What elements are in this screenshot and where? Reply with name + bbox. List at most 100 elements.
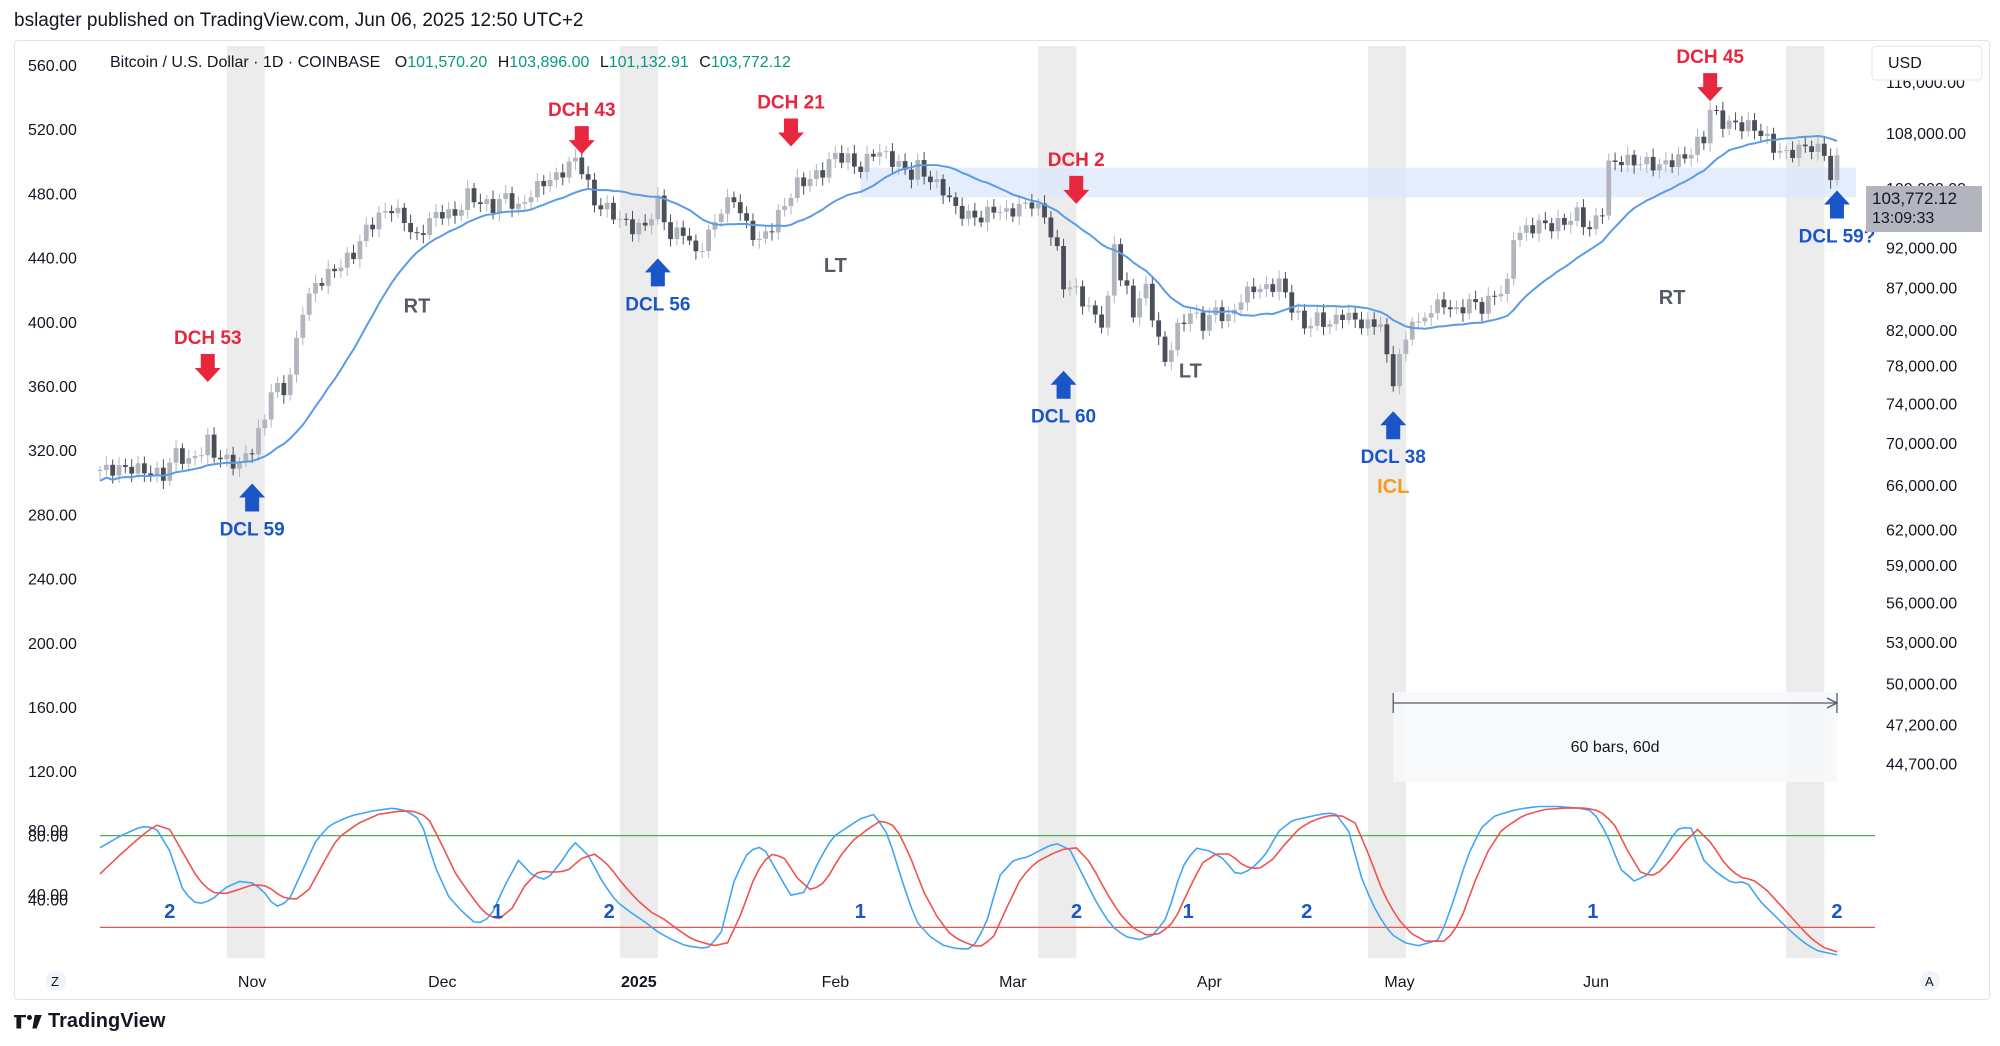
- arrow-up-icon: [239, 483, 266, 512]
- candle-body: [180, 448, 185, 464]
- candle-body: [268, 392, 274, 420]
- candle-body: [1340, 314, 1345, 320]
- time-tick-label: May: [1384, 974, 1414, 991]
- candle-body: [1707, 109, 1713, 144]
- left-tick-label: 520.00: [28, 122, 77, 139]
- auto-scale-left-button[interactable]: [46, 971, 66, 991]
- candle-body: [642, 222, 648, 226]
- dcl-label: DCL 59: [220, 519, 285, 540]
- candle-body: [985, 206, 990, 223]
- candle-body: [477, 202, 483, 205]
- auto-scale-right-button[interactable]: [1920, 971, 1940, 991]
- candle-body: [566, 161, 572, 178]
- candle-body: [1669, 160, 1675, 168]
- candle-body: [1695, 136, 1700, 155]
- stoch-k-line: [99, 805, 1838, 956]
- cycle-bands: [226, 46, 1825, 958]
- candle-body: [1504, 278, 1510, 294]
- right-tick-label: 108,000.00: [1886, 126, 1966, 143]
- left-tick-label: 280.00: [28, 507, 77, 524]
- legend-l-value: 101,132.91: [609, 54, 689, 71]
- candle-body: [522, 202, 528, 204]
- currency-label: USD: [1888, 55, 1922, 72]
- candle-body: [503, 193, 509, 200]
- candle-body: [947, 195, 952, 198]
- dch-label: DCH 45: [1676, 47, 1744, 68]
- candle-body: [401, 207, 407, 224]
- candle-body: [972, 210, 978, 218]
- candle-body: [1802, 144, 1808, 147]
- candle-body: [617, 218, 623, 220]
- candle-body: [332, 268, 337, 272]
- candle-body: [934, 179, 940, 183]
- left-axis: 560.00 520.00 480.00 440.00 400.00 360.00 320.…: [28, 58, 77, 910]
- candle-body: [763, 231, 769, 239]
- candle-body: [224, 454, 230, 460]
- candle-body: [167, 462, 173, 481]
- candle-body: [769, 231, 775, 233]
- candle-body: [864, 153, 870, 172]
- candle-body: [623, 218, 629, 220]
- left-tick-label: 480.00: [28, 186, 77, 203]
- candle-body: [1143, 283, 1149, 299]
- candle-body: [598, 205, 604, 210]
- candle-body: [1245, 286, 1250, 303]
- candle-body: [1745, 120, 1751, 132]
- right-tick-label: 82,000.00: [1886, 323, 1957, 340]
- candle-body: [756, 238, 762, 241]
- candle-body: [554, 172, 559, 180]
- legend-h-value: 103,896.00: [509, 54, 589, 71]
- candle-body: [1308, 325, 1314, 329]
- candle-body: [890, 151, 895, 167]
- candle-body: [966, 210, 971, 219]
- currency-button[interactable]: [1871, 45, 1983, 81]
- candle-body: [1175, 322, 1181, 351]
- candle-body: [1714, 109, 1719, 111]
- price-chart[interactable]: 560.00 520.00 480.00 440.00 400.00 360.00 320.…: [0, 0, 2000, 1000]
- candle-body: [1739, 122, 1745, 132]
- candle-body: [788, 197, 794, 207]
- arrow-down-icon: [1697, 73, 1724, 102]
- candle-body: [1086, 305, 1092, 307]
- arrow-down-icon: [1063, 175, 1090, 204]
- candle-body: [909, 169, 914, 180]
- candle-body: [1321, 312, 1326, 327]
- candle-body: [737, 202, 743, 214]
- candle-body: [281, 382, 287, 396]
- left-tick-label: 360.00: [28, 379, 77, 396]
- candle-body: [1156, 320, 1162, 337]
- candle-body: [997, 211, 1003, 213]
- candle-body: [807, 178, 813, 187]
- arrow-up-icon: [644, 258, 671, 287]
- tradingview-footer[interactable]: TradingView: [14, 1010, 165, 1033]
- dcl-label: DCL 60: [1031, 407, 1096, 428]
- candle-body: [1035, 203, 1041, 209]
- candle-body: [300, 314, 306, 338]
- candle-body: [1428, 313, 1434, 318]
- candle-body: [870, 153, 876, 157]
- candle-body: [1612, 160, 1618, 162]
- right-tick-label: 59,000.00: [1886, 558, 1957, 575]
- phase-label: 1: [492, 901, 503, 923]
- candle-body: [1346, 312, 1352, 320]
- candle-body: [218, 457, 223, 460]
- candle-body: [1676, 154, 1681, 168]
- candle-body: [674, 227, 680, 240]
- left-tick-label: 240.00: [28, 572, 77, 589]
- candle-body: [1162, 336, 1168, 362]
- candle-body: [249, 453, 255, 455]
- candle-body: [794, 177, 800, 198]
- candle-body: [1390, 354, 1396, 387]
- candle-body: [243, 453, 249, 463]
- right-tick-label: 47,200.00: [1886, 718, 1957, 735]
- left-tick-label: 160.00: [28, 700, 77, 717]
- candle-body: [484, 199, 490, 205]
- time-axis: Nov Dec 2025 Feb Mar Apr May Jun: [238, 974, 1609, 991]
- time-tick-label: Dec: [428, 974, 456, 991]
- arrow-down-icon: [194, 353, 221, 382]
- candle-body: [1181, 322, 1187, 325]
- candle-body: [1549, 223, 1555, 232]
- candle-body: [97, 470, 103, 472]
- candle-body: [1650, 156, 1656, 171]
- candle-body: [382, 210, 388, 213]
